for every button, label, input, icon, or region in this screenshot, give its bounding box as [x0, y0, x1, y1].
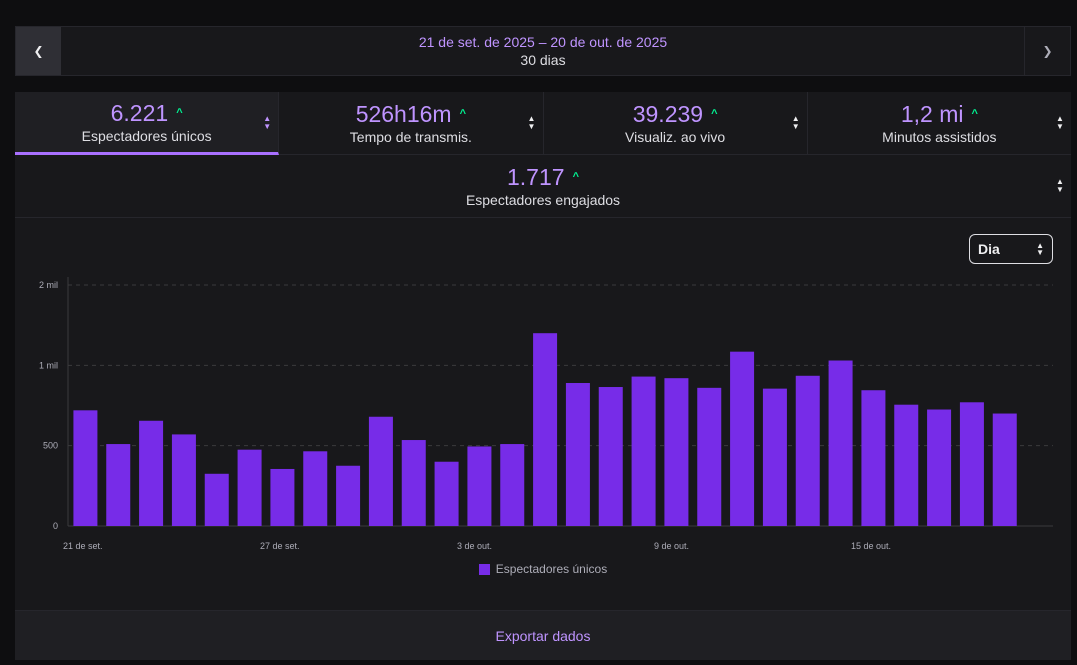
bar[interactable] [533, 333, 558, 526]
x-tick-label: 9 de out. [654, 541, 689, 551]
bar[interactable] [828, 360, 853, 526]
stat-value: 1,2 mi [900, 100, 964, 127]
bar[interactable] [139, 420, 164, 526]
stats-panel: 6.221 ^ Espectadores únicos ▲ ▼ 526h16m ^… [15, 92, 1071, 660]
bar[interactable] [795, 375, 820, 526]
bar[interactable] [237, 449, 262, 526]
bar[interactable] [762, 388, 787, 526]
x-tick-label: 15 de out. [851, 541, 891, 551]
bar[interactable] [171, 434, 196, 526]
stat-value: 6.221 [110, 99, 169, 126]
sort-icon[interactable]: ▲ ▼ [263, 114, 272, 131]
bar-chart: 0 500 1 mil 2 mil 21 de set. 27 de set. 3 de o… [39, 277, 1053, 551]
granularity-value: Dia [978, 241, 1000, 257]
chevron-right-icon: ❯ [1042, 44, 1053, 58]
trend-up-icon: ^ [176, 106, 183, 119]
sort-icon[interactable]: ▲ ▼ [527, 114, 536, 131]
date-range-duration: 30 dias [520, 52, 566, 68]
x-tick-label: 21 de set. [63, 541, 103, 551]
chart-legend: Espectadores únicos [15, 562, 1071, 576]
stat-label: Tempo de transmis. [349, 128, 472, 145]
bar[interactable] [565, 383, 590, 526]
x-tick-label: 27 de set. [260, 541, 300, 551]
stats-tabs: 6.221 ^ Espectadores únicos ▲ ▼ 526h16m ^… [15, 92, 1071, 155]
stat-tab-engaged-viewers[interactable]: 1.717 ^ Espectadores engajados ▲ ▼ [15, 155, 1071, 218]
bar[interactable] [467, 446, 492, 526]
bar[interactable] [992, 413, 1017, 526]
stat-value: 1.717 [507, 163, 565, 190]
bar[interactable] [401, 440, 426, 526]
bar[interactable] [598, 387, 623, 526]
granularity-select[interactable]: Dia ▲ ▼ [969, 234, 1053, 264]
bar[interactable] [697, 387, 722, 526]
x-tick-label: 3 de out. [457, 541, 492, 551]
bar[interactable] [434, 461, 459, 526]
stat-label: Espectadores engajados [465, 191, 621, 208]
bar[interactable] [730, 351, 755, 526]
select-chevron-icon: ▲ ▼ [1036, 241, 1044, 257]
trend-up-icon: ^ [971, 107, 978, 120]
bar[interactable] [303, 451, 328, 526]
trend-up-icon: ^ [711, 107, 718, 120]
stat-tab-stream-time[interactable]: 526h16m ^ Tempo de transmis. ▲ ▼ [279, 92, 544, 155]
next-period-button[interactable]: ❯ [1024, 27, 1070, 75]
bar[interactable] [204, 473, 229, 526]
chart-area: Dia ▲ ▼ 0 500 1 mil 2 mil 21 de set. 27 de set… [15, 219, 1071, 609]
sort-icon[interactable]: ▲ ▼ [791, 114, 800, 131]
date-range-text: 21 de set. de 2025 – 20 de out. de 2025 [418, 34, 668, 50]
legend-label: Espectadores únicos [495, 562, 608, 576]
trend-up-icon: ^ [572, 170, 579, 183]
stat-label: Espectadores únicos [81, 127, 212, 144]
bar[interactable] [106, 444, 131, 526]
bar[interactable] [368, 416, 393, 526]
y-tick-label: 2 mil [39, 280, 58, 290]
stat-tab-minutes-watched[interactable]: 1,2 mi ^ Minutos assistidos ▲ ▼ [807, 92, 1071, 155]
bar[interactable] [73, 410, 98, 526]
bar[interactable] [500, 444, 525, 526]
stat-tab-live-views[interactable]: 39.239 ^ Visualiz. ao vivo ▲ ▼ [543, 92, 808, 155]
stat-label: Minutos assistidos [882, 128, 997, 145]
sort-icon[interactable]: ▲ ▼ [1056, 177, 1064, 194]
y-tick-label: 500 [43, 441, 58, 451]
export-data-button[interactable]: Exportar dados [15, 610, 1071, 660]
stat-value: 39.239 [632, 100, 704, 127]
legend-swatch [478, 563, 490, 575]
stat-tab-unique-viewers[interactable]: 6.221 ^ Espectadores únicos ▲ ▼ [15, 92, 280, 155]
bar[interactable] [631, 376, 656, 526]
date-range-display: 21 de set. de 2025 – 20 de out. de 2025 … [61, 27, 1025, 75]
date-range-bar: ❮ 21 de set. de 2025 – 20 de out. de 202… [15, 26, 1071, 76]
stat-value: 526h16m [355, 100, 452, 127]
y-tick-label: 1 mil [39, 360, 58, 370]
bar[interactable] [336, 465, 361, 526]
bar[interactable] [894, 404, 919, 526]
bar[interactable] [927, 409, 952, 526]
chevron-left-icon: ❮ [33, 44, 44, 58]
y-tick-label: 0 [53, 521, 58, 531]
bar[interactable] [861, 390, 886, 526]
bar[interactable] [270, 468, 295, 526]
previous-period-button[interactable]: ❮ [16, 27, 61, 75]
trend-up-icon: ^ [459, 107, 467, 120]
stat-label: Visualiz. ao vivo [625, 128, 726, 145]
bar[interactable] [959, 402, 984, 526]
sort-icon[interactable]: ▲ ▼ [1056, 114, 1064, 131]
bar[interactable] [664, 378, 689, 526]
